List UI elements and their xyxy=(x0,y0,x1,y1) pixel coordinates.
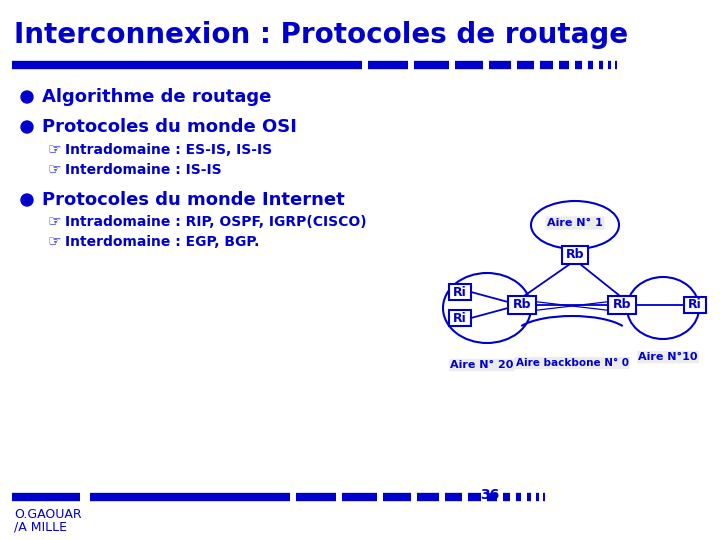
FancyBboxPatch shape xyxy=(508,296,536,314)
Text: ☞: ☞ xyxy=(48,163,62,178)
Text: /A MILLE: /A MILLE xyxy=(14,520,67,533)
Text: Intradomaine : ES-IS, IS-IS: Intradomaine : ES-IS, IS-IS xyxy=(65,143,272,157)
Text: Interdomaine : IS-IS: Interdomaine : IS-IS xyxy=(65,163,222,177)
FancyBboxPatch shape xyxy=(562,246,588,264)
Circle shape xyxy=(21,91,33,103)
FancyBboxPatch shape xyxy=(449,284,471,300)
Text: Interdomaine : EGP, BGP.: Interdomaine : EGP, BGP. xyxy=(65,235,259,249)
Text: Interconnexion : Protocoles de routage: Interconnexion : Protocoles de routage xyxy=(14,21,628,49)
Text: Ri: Ri xyxy=(453,312,467,325)
Text: ☞: ☞ xyxy=(48,214,62,230)
Text: Algorithme de routage: Algorithme de routage xyxy=(42,88,271,106)
Text: O.GAOUAR: O.GAOUAR xyxy=(14,508,81,521)
Circle shape xyxy=(21,194,33,206)
Text: Intradomaine : RIP, OSPF, IGRP(CISCO): Intradomaine : RIP, OSPF, IGRP(CISCO) xyxy=(65,215,366,229)
Text: Ri: Ri xyxy=(688,299,702,312)
Text: Ri: Ri xyxy=(453,286,467,299)
Text: Rb: Rb xyxy=(513,299,531,312)
Text: ☞: ☞ xyxy=(48,143,62,158)
Text: 36: 36 xyxy=(480,488,500,502)
FancyBboxPatch shape xyxy=(608,296,636,314)
Text: Rb: Rb xyxy=(613,299,631,312)
Text: Aire backbone N° 0: Aire backbone N° 0 xyxy=(516,358,629,368)
Text: Protocoles du monde Internet: Protocoles du monde Internet xyxy=(42,191,345,209)
Text: Aire N° 20: Aire N° 20 xyxy=(450,360,513,370)
Circle shape xyxy=(21,121,33,133)
Text: ☞: ☞ xyxy=(48,234,62,249)
FancyBboxPatch shape xyxy=(684,297,706,313)
Text: Aire N°10: Aire N°10 xyxy=(638,352,698,362)
Text: Protocoles du monde OSI: Protocoles du monde OSI xyxy=(42,118,297,136)
Text: Rb: Rb xyxy=(566,248,584,261)
FancyBboxPatch shape xyxy=(449,310,471,326)
Text: Aire N° 1: Aire N° 1 xyxy=(547,218,603,228)
